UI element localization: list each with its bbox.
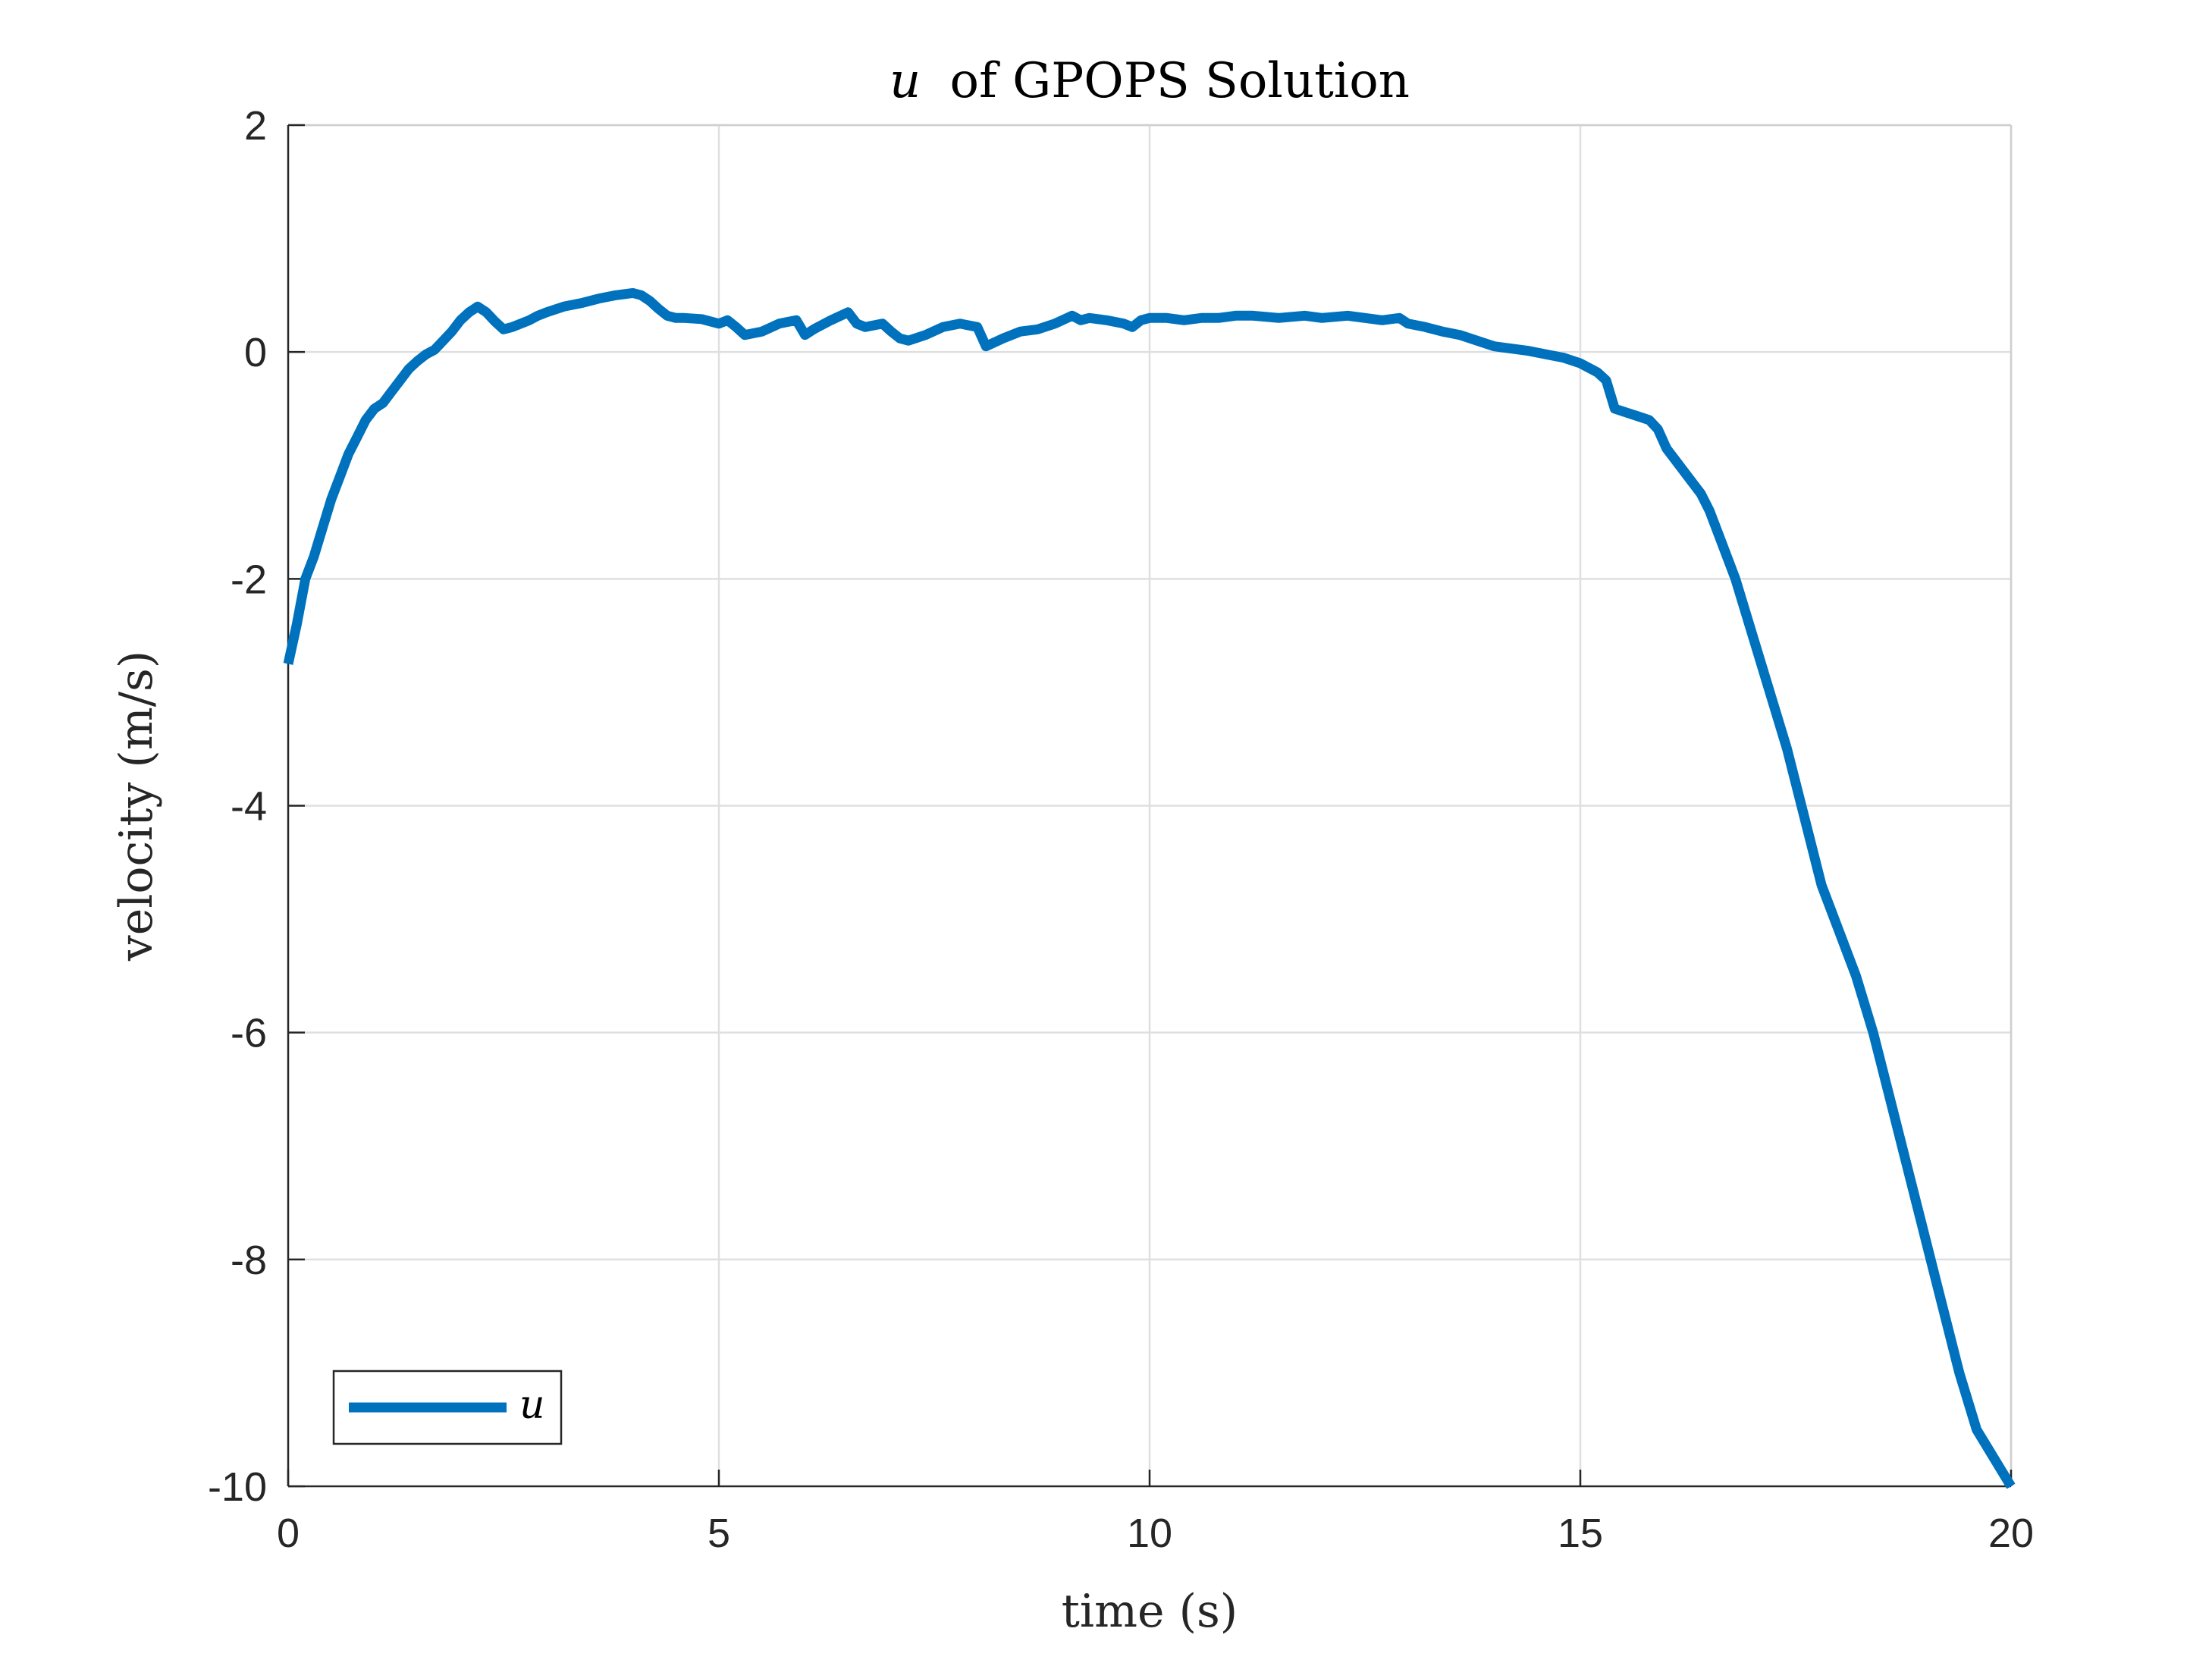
y-tick-label: 0 [244,330,267,375]
y-tick-label: -10 [208,1464,267,1510]
y-axis-title: velocity (m/s) [110,651,163,962]
x-tick-label: 20 [1988,1511,2034,1556]
y-tick-label: -6 [231,1011,267,1056]
legend: u [332,1370,563,1445]
legend-label-u: u [519,1382,545,1428]
series-line-u [283,287,2016,1489]
y-tick-label: -8 [231,1238,267,1283]
y-tick-label: 2 [244,103,267,149]
chart-title-rest: of GPOPS Solution [950,53,1410,109]
x-tick-label: 15 [1558,1511,1603,1556]
ticks: 0 5 10 15 20 -10 -8 -6 -4 -2 0 2 [208,103,2034,1556]
y-tick-label: -2 [231,557,267,602]
x-tick-label: 0 [277,1511,300,1556]
x-axis-title: time (s) [1062,1585,1238,1638]
x-tick-label: 10 [1127,1511,1172,1556]
x-tick-label: 5 [708,1511,730,1556]
chart-title-italic-part: u [890,53,921,109]
chart-title: u of GPOPS Solution [890,53,1410,109]
series-layer [283,287,2016,1489]
y-tick-label: -4 [231,784,267,830]
